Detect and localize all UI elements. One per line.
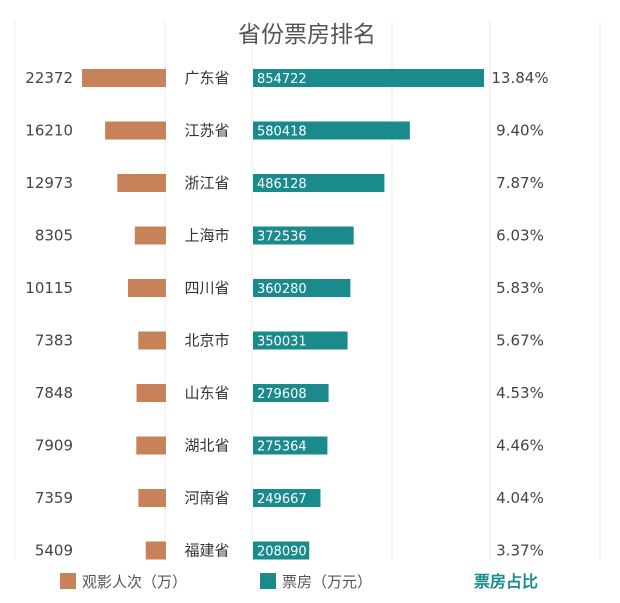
attendance-bar <box>117 174 166 192</box>
attendance-value: 8305 <box>35 227 73 245</box>
province-label: 湖北省 <box>184 437 229 455</box>
attendance-value: 7848 <box>35 384 73 402</box>
share-value: 9.40% <box>496 122 544 140</box>
attendance-value: 7383 <box>35 332 73 350</box>
legend-label-boxoffice: 票房（万元） <box>282 573 372 591</box>
share-value: 6.03% <box>496 227 544 245</box>
boxoffice-bar <box>253 226 354 245</box>
attendance-bar <box>138 331 166 350</box>
boxoffice-value: 249667 <box>257 492 307 507</box>
province-label: 河南省 <box>184 489 229 507</box>
attendance-value: 7359 <box>35 489 73 507</box>
province-label: 江苏省 <box>184 122 229 140</box>
attendance-bar <box>138 489 166 507</box>
boxoffice-value: 350031 <box>257 335 307 350</box>
province-label: 北京市 <box>184 332 229 350</box>
attendance-bar <box>145 541 166 560</box>
attendance-bar <box>82 69 166 87</box>
attendance-value: 10115 <box>25 279 73 297</box>
share-value: 7.87% <box>496 174 544 192</box>
boxoffice-value: 486128 <box>257 177 307 192</box>
boxoffice-value: 580418 <box>257 125 307 140</box>
attendance-value: 16210 <box>25 122 73 140</box>
chart-rows: 22372 广东省 854722 13.84% 16210 江苏省 580418 9.40% 1… <box>25 69 549 560</box>
attendance-value: 12973 <box>25 174 73 192</box>
attendance-value: 22372 <box>25 69 73 87</box>
province-label: 浙江省 <box>184 174 229 192</box>
attendance-value: 7909 <box>35 437 73 455</box>
boxoffice-value: 360280 <box>257 282 307 297</box>
boxoffice-bar <box>253 331 348 350</box>
boxoffice-value: 279608 <box>257 387 307 402</box>
legend: 观影人次（万） 票房（万元） 票房占比 <box>60 572 538 591</box>
boxoffice-value: 372536 <box>257 230 307 245</box>
province-label: 山东省 <box>184 384 229 402</box>
attendance-bar <box>136 384 166 402</box>
share-value: 13.84% <box>491 69 548 87</box>
boxoffice-bar <box>253 541 310 560</box>
chart-title: 省份票房排名 <box>238 22 376 48</box>
province-label: 四川省 <box>184 279 229 297</box>
boxoffice-bar <box>253 69 484 87</box>
boxoffice-bar <box>253 384 329 402</box>
boxoffice-value: 208090 <box>257 545 307 560</box>
boxoffice-bar <box>253 174 385 192</box>
share-value: 4.46% <box>496 437 544 455</box>
legend-swatch-boxoffice <box>260 573 276 589</box>
attendance-bar <box>128 279 166 297</box>
share-value: 3.37% <box>496 542 544 560</box>
share-value: 4.53% <box>496 384 544 402</box>
attendance-bar <box>105 121 166 140</box>
share-value: 5.67% <box>496 332 544 350</box>
boxoffice-value: 275364 <box>257 440 307 455</box>
boxoffice-bar <box>253 436 328 455</box>
boxoffice-bar <box>253 121 410 140</box>
boxoffice-bar <box>253 279 351 297</box>
boxoffice-bar <box>253 489 321 507</box>
share-value: 4.04% <box>496 489 544 507</box>
province-label: 广东省 <box>184 69 229 87</box>
share-value: 5.83% <box>496 279 544 297</box>
province-label: 上海市 <box>184 227 229 245</box>
attendance-bar <box>134 226 166 245</box>
legend-label-attendance: 观影人次（万） <box>82 573 187 591</box>
legend-swatch-attendance <box>60 573 76 589</box>
gridlines <box>14 20 601 560</box>
boxoffice-value: 854722 <box>257 72 307 87</box>
legend-label-share: 票房占比 <box>474 572 538 591</box>
province-label: 福建省 <box>184 542 229 560</box>
attendance-bar <box>136 436 166 455</box>
attendance-value: 5409 <box>35 542 73 560</box>
